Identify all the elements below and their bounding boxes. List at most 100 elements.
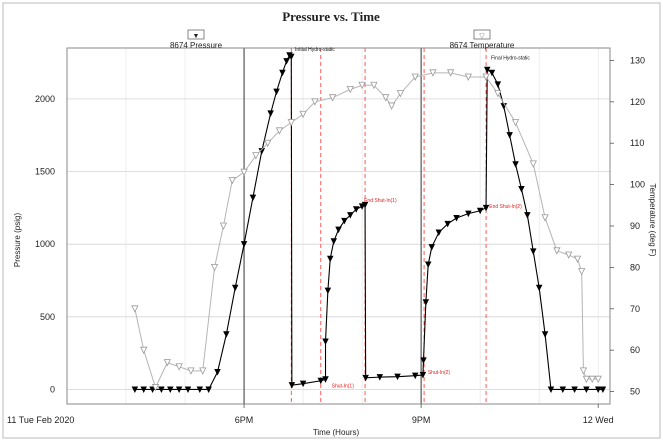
pressure-point (279, 69, 286, 77)
temperature-point (151, 384, 160, 392)
pressure-point (240, 241, 248, 248)
temperature-point (210, 263, 219, 272)
temperature-point (529, 160, 537, 168)
x-tick-label: 6PM (235, 415, 254, 425)
annotation-label: End Shut-In(1) (364, 198, 397, 204)
temperature-point (275, 127, 284, 135)
y-tick-right-label: 70 (630, 304, 640, 314)
temperature-point (219, 222, 228, 230)
pressure-point (394, 373, 401, 381)
temperature-point (199, 367, 207, 375)
annotation-label: Final Hydro-static (491, 56, 530, 62)
pressure-point (322, 338, 329, 346)
pressure-point (317, 377, 325, 385)
pressure-point (288, 53, 295, 61)
pressure-point (273, 88, 280, 96)
temperature-point (228, 177, 236, 185)
pressure-point (428, 244, 436, 251)
temperature-point (588, 375, 596, 384)
axis-ticks-layer: 0 500 1000 1500 2000 50 60 70 80 90 100 110 120 130 11… (7, 55, 645, 425)
temperature-point (131, 305, 139, 313)
temperature-point (494, 90, 502, 98)
pressure-point (512, 161, 519, 168)
temperature-point (346, 85, 354, 94)
temperature-point (187, 367, 195, 375)
temperature-point (553, 247, 561, 255)
pressure-point (420, 357, 427, 364)
temperature-point (328, 94, 337, 102)
series-layer (131, 52, 607, 393)
pressure-point (453, 215, 460, 222)
y-tick-left-label: 1500 (35, 167, 55, 177)
temperature-point (370, 81, 378, 90)
temperature-point (511, 119, 520, 127)
pressure-point (330, 238, 338, 245)
pressure-point (288, 382, 296, 389)
y-axis-left-title: Pressure (psig) (13, 213, 22, 268)
x-tick-label: 9PM (412, 415, 431, 425)
temperature-point (252, 152, 260, 160)
pressure-point (167, 386, 174, 393)
x-tick-label: 11 Tue Feb 2020 (7, 415, 74, 425)
pressure-point (326, 255, 334, 263)
temperature-point (175, 363, 183, 371)
pressure-point (267, 110, 274, 117)
pressure-point (231, 284, 239, 292)
pressure-point (419, 371, 427, 379)
temperature-point (541, 214, 549, 222)
temperature-point (411, 73, 419, 81)
temperature-point (429, 69, 437, 77)
y-tick-right-label: 110 (630, 138, 644, 148)
legend-pressure-symbol: ▼ (193, 33, 200, 40)
temperature-point (299, 110, 307, 119)
temperature-point (578, 268, 586, 276)
pressure-point (547, 386, 555, 393)
pressure-point (571, 386, 578, 393)
pressure-point (149, 386, 156, 393)
y-tick-left-label: 1000 (35, 239, 55, 249)
temperature-point (565, 251, 573, 259)
pressure-point (341, 217, 348, 225)
pressure-point (158, 386, 165, 393)
y-axis-right-title: Temperature (deg F) (648, 184, 657, 257)
pressure-point (482, 204, 490, 212)
pressure-point (535, 284, 543, 292)
pressure-point (599, 386, 607, 393)
pressure-point (483, 66, 491, 74)
temperature-point (163, 359, 171, 367)
y-tick-right-label: 90 (630, 221, 640, 231)
legend-pressure-box[interactable] (187, 29, 205, 40)
pressure-point (140, 386, 147, 393)
legend-pressure-label: 8674 Pressure (170, 41, 223, 50)
y-tick-right-label: 80 (630, 262, 640, 272)
annotation-label: End Shut-In(2) (489, 204, 522, 210)
pressure-point (299, 380, 307, 388)
pressure-point (184, 386, 192, 393)
annotation-label: Shut-In(1) (332, 383, 355, 389)
y-tick-left-label: 500 (40, 312, 55, 322)
pressure-point (541, 331, 549, 338)
pressure-point (476, 207, 484, 215)
legend-temperature-label: 8674 Temperature (450, 41, 515, 50)
temperature-point (594, 375, 602, 384)
pressure-point (422, 299, 430, 306)
y-tick-right-label: 50 (630, 387, 640, 397)
legend-temperature-box[interactable] (473, 29, 491, 40)
pressure-point (524, 212, 531, 219)
y-tick-right-label: 120 (630, 97, 645, 107)
temperature-point (287, 119, 295, 127)
temperature-point (482, 73, 490, 81)
pressure-point (559, 386, 567, 393)
temperature-point (140, 346, 148, 355)
temperature-point (579, 367, 588, 375)
pressure-point (175, 386, 183, 393)
pressure-point (322, 376, 329, 383)
pressure-point (214, 369, 221, 376)
pressure-point (424, 261, 432, 269)
y-tick-left-label: 2000 (35, 94, 55, 104)
temperature-point (311, 98, 319, 106)
x-axis-title: Time (Hours) (313, 428, 360, 437)
annotation-label: Initial Hydro-static (295, 47, 335, 53)
